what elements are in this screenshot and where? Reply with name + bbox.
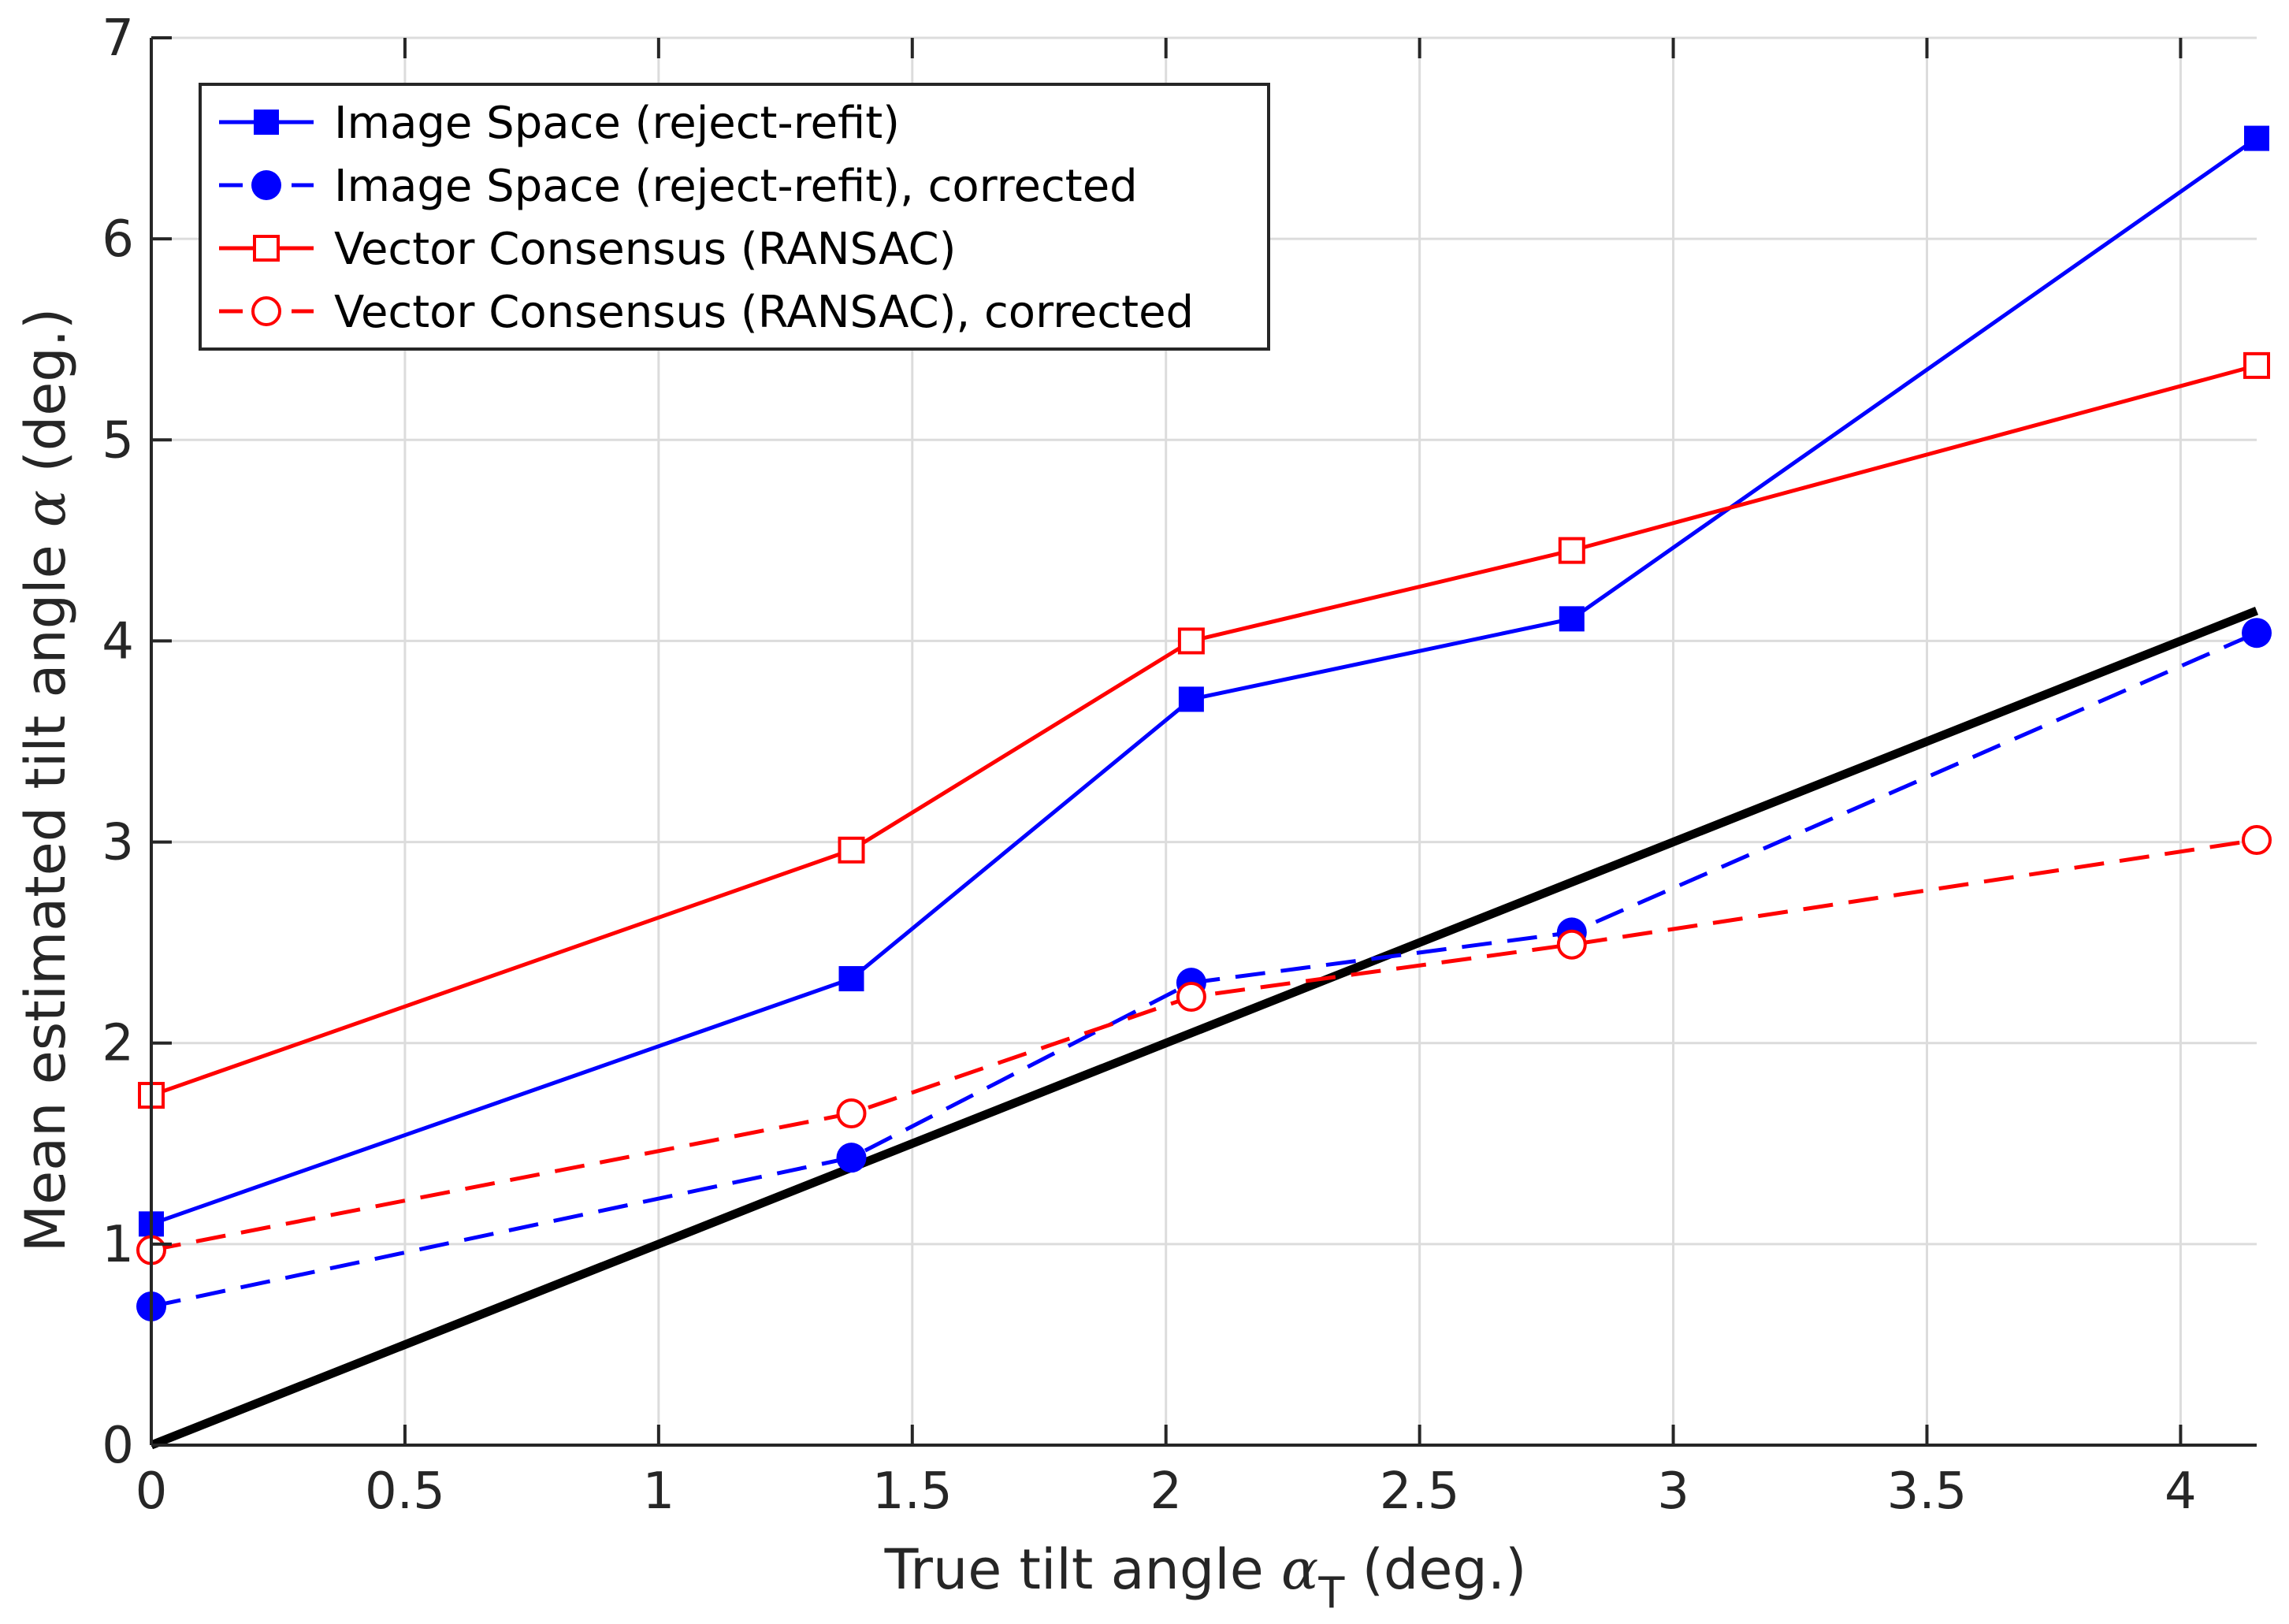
series-3-point — [1556, 929, 1587, 960]
x-tick-label: 3.5 — [1887, 1462, 1968, 1521]
y-tick-label: 1 — [102, 1216, 134, 1274]
y-tick-label: 0 — [102, 1417, 134, 1475]
series-2-point — [1177, 627, 1205, 655]
x-tick-label: 2 — [1150, 1462, 1182, 1521]
series-2-point — [1558, 537, 1585, 564]
y-tick-label: 5 — [102, 411, 134, 470]
series-0-point — [838, 966, 864, 992]
x-axis-label: True tilt angle αT (deg.) — [884, 1537, 1527, 1618]
series-2-point — [2243, 351, 2270, 379]
series-1-point — [836, 1143, 867, 1173]
x-tick-label: 0 — [136, 1462, 168, 1521]
series-3-point — [1176, 982, 1206, 1013]
y-tick-label: 2 — [102, 1015, 134, 1073]
y-tick-label: 7 — [102, 9, 134, 68]
axes — [150, 36, 2257, 1447]
legend-label-3: Vector Consensus (RANSAC), corrected — [334, 287, 1194, 338]
x-tick-label: 3 — [1657, 1462, 1689, 1521]
x-tick-label: 1 — [642, 1462, 674, 1521]
plot-area — [136, 125, 2272, 1450]
legend-marker-3 — [251, 296, 281, 326]
legend-marker-1 — [251, 170, 281, 200]
series-0-point — [2244, 125, 2269, 151]
x-tick-label: 1.5 — [872, 1462, 953, 1521]
legend-label-1: Image Space (reject-refit), corrected — [334, 161, 1138, 212]
tick-labels: 0 0.5 1 1.5 2 2.5 3 3.5 4 0 1 2 3 4 5 6 7 — [102, 9, 2196, 1521]
series-1-point — [2242, 618, 2272, 648]
x-tick-label: 2.5 — [1380, 1462, 1460, 1521]
legend-marker-0 — [254, 110, 279, 135]
y-tick-label: 6 — [102, 210, 134, 269]
x-tick-label: 4 — [2165, 1462, 2197, 1521]
reference-line — [149, 607, 2259, 1450]
series-3-point — [2242, 825, 2272, 856]
legend-label-2: Vector Consensus (RANSAC) — [334, 224, 956, 275]
y-tick-label: 4 — [102, 612, 134, 671]
y-tick-label: 3 — [102, 814, 134, 872]
series-3-point — [836, 1098, 867, 1129]
x-tick-label: 0.5 — [365, 1462, 445, 1521]
legend: Image Space (reject-refit) Image Space (r… — [199, 83, 1270, 351]
y-axis-label: Mean estimated tilt angle α (deg.) — [13, 308, 78, 1253]
legend-box — [199, 83, 1270, 351]
series-0-point — [1559, 606, 1585, 632]
series-2-point — [838, 836, 865, 864]
legend-label-0: Image Space (reject-refit) — [334, 98, 900, 149]
series-0-point — [1178, 686, 1204, 712]
legend-marker-2 — [253, 235, 280, 262]
